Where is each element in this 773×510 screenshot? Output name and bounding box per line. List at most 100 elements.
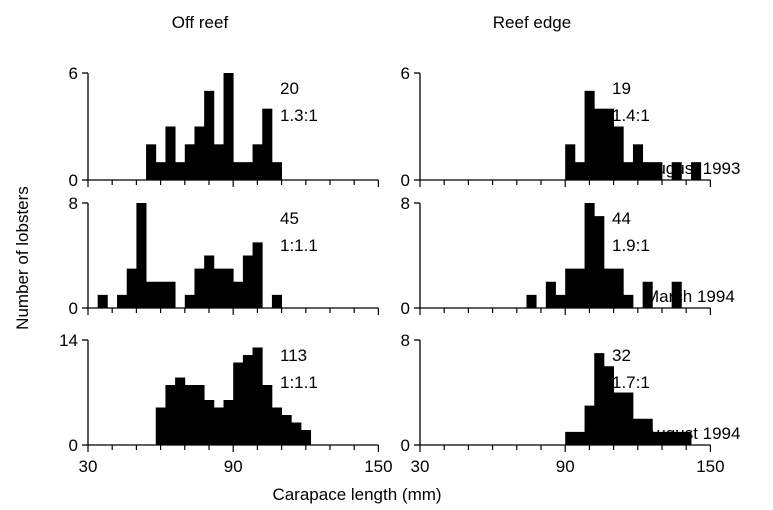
histogram-bar (574, 162, 585, 180)
x-tick-label: 30 (79, 457, 98, 476)
histogram-bar (97, 294, 108, 308)
histogram-bar (213, 268, 224, 308)
histogram-bar (662, 431, 673, 445)
x-tick-label: 90 (224, 457, 243, 476)
y-tick-label: 0 (401, 171, 410, 190)
histogram-bar (632, 144, 644, 180)
histogram-bar (262, 385, 273, 445)
y-tick-label: 0 (69, 171, 78, 190)
histogram-bar (175, 377, 186, 445)
histogram-bar (184, 385, 195, 445)
column-title-reef-edge: Reef edge (493, 13, 571, 32)
histogram-bar (175, 162, 186, 180)
histogram-bar (555, 294, 566, 308)
sample-size-label: 20 (280, 79, 299, 98)
sex-ratio-label: 1.3:1 (280, 106, 318, 125)
x-tick-label: 150 (696, 457, 724, 476)
histogram-bar (632, 418, 644, 445)
sex-ratio-label: 1.4:1 (612, 106, 650, 125)
histogram-bar (603, 108, 614, 180)
sample-size-label: 19 (612, 79, 631, 98)
histogram-bar (642, 418, 653, 445)
histogram-bar (242, 255, 253, 308)
histogram-bar (213, 144, 224, 180)
sex-ratio-label: 1.9:1 (612, 236, 650, 255)
histogram-bar (184, 294, 195, 308)
histogram-bar (204, 255, 215, 308)
histogram-bar (165, 126, 176, 180)
histogram-bar (233, 281, 244, 308)
x-axis-label: Carapace length (mm) (272, 485, 441, 504)
y-tick-label: 8 (401, 194, 410, 213)
histogram-bar (603, 268, 614, 308)
histogram-bar (204, 400, 215, 445)
histogram-bar (300, 430, 312, 445)
histogram-bar (252, 242, 263, 308)
histogram-bar (242, 355, 253, 445)
histogram-bar (565, 431, 576, 445)
histogram-bar (565, 144, 576, 180)
y-tick-label: 0 (69, 299, 78, 318)
y-tick-label: 8 (401, 331, 410, 350)
histogram-bar (223, 73, 234, 180)
histogram-bar (642, 281, 653, 308)
sex-ratio-label: 1:1.1 (280, 373, 318, 392)
histogram-bar (146, 144, 157, 180)
histogram-bar (213, 407, 224, 445)
histogram-bar (194, 268, 205, 308)
histogram-bar (623, 294, 634, 308)
histogram-bar (545, 281, 556, 308)
y-tick-label: 14 (59, 331, 78, 350)
histogram-bar (603, 366, 614, 445)
histogram-bar (233, 362, 244, 445)
histogram-bar (252, 144, 263, 180)
histogram-bar (233, 162, 244, 180)
y-axis-label: Number of lobsters (13, 186, 32, 330)
sample-size-label: 113 (280, 346, 307, 365)
histogram-bar (146, 281, 157, 308)
y-tick-label: 0 (69, 436, 78, 455)
histogram-bar (184, 144, 195, 180)
sample-size-label: 45 (280, 209, 299, 228)
histogram-bar (594, 353, 605, 445)
row-label-date: March 1994 (645, 287, 735, 306)
x-tick-label: 90 (556, 457, 575, 476)
histogram-bar (204, 90, 215, 180)
histogram-bar (242, 162, 253, 180)
histogram-panels: 6 0 20 1.3:1 6 0 19 1.4:1 August 1993 8 0 45 1:1.1 8 0… (59, 64, 740, 476)
histogram-bar (194, 385, 205, 445)
x-tick-label: 150 (364, 457, 392, 476)
y-tick-label: 6 (401, 64, 410, 83)
sex-ratio-label: 1.7:1 (612, 373, 650, 392)
histogram-bar (691, 162, 702, 180)
histogram-bar (194, 126, 205, 180)
histogram-bar (584, 405, 595, 445)
histogram-bar (565, 268, 576, 308)
histogram-bar (281, 415, 292, 445)
histogram-bar (671, 281, 682, 308)
histogram-bar (574, 268, 585, 308)
histogram-bar (584, 90, 595, 180)
histogram-bar (271, 162, 282, 180)
histogram-bar (584, 203, 595, 308)
histogram-bar (155, 281, 166, 308)
histogram-bar (613, 268, 624, 308)
histogram-bar (613, 126, 624, 180)
histogram-bar (681, 431, 692, 445)
histogram-bar (613, 392, 624, 445)
histogram-bar (223, 400, 234, 445)
histogram-bar (117, 294, 128, 308)
histogram-bar (271, 294, 282, 308)
histogram-bar (262, 108, 273, 180)
histogram-bar (642, 162, 653, 180)
y-tick-label: 0 (401, 299, 410, 318)
y-tick-label: 6 (69, 64, 78, 83)
histogram-bar (291, 422, 302, 445)
y-tick-label: 8 (69, 194, 78, 213)
column-title-off-reef: Off reef (172, 13, 229, 32)
histogram-bar (165, 281, 176, 308)
histogram-bar (526, 294, 537, 308)
histogram-bar (223, 268, 234, 308)
y-tick-label: 0 (401, 436, 410, 455)
